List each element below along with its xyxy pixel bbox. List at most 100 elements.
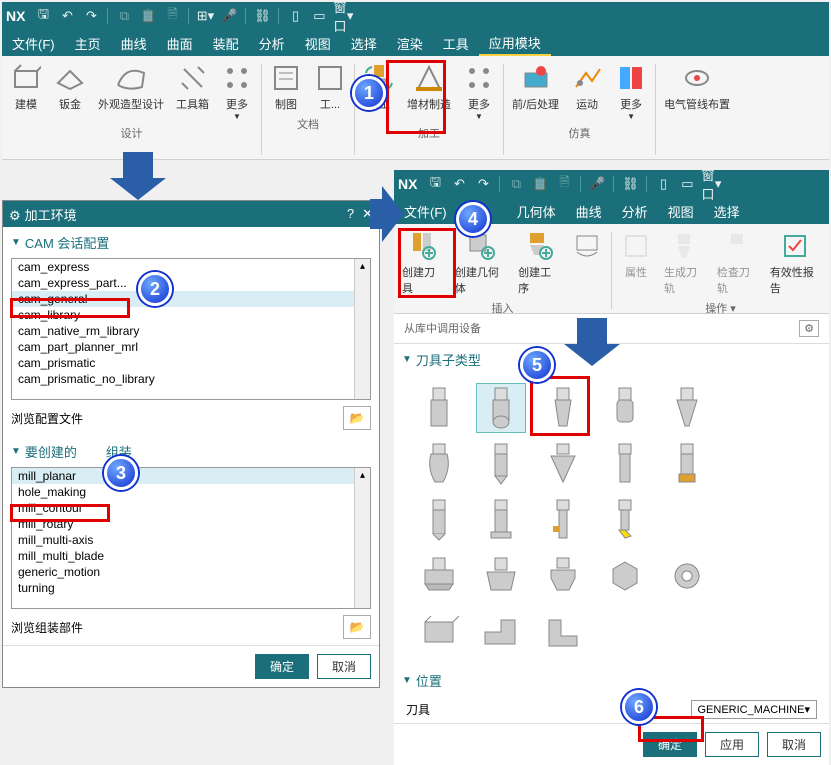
menu-assembly[interactable]: 装配 (203, 30, 249, 56)
list-item[interactable]: cam_part_planner_mrl (12, 339, 370, 355)
list-item[interactable]: cam_native_rm_library (12, 323, 370, 339)
btn-more-design[interactable]: 更多▼ (215, 60, 259, 123)
menu-render[interactable]: 渲染 (387, 30, 433, 56)
panel2-icon[interactable]: ▭ (309, 6, 329, 26)
panel-icon[interactable]: ▯ (285, 6, 305, 26)
help-icon[interactable]: ? (347, 206, 354, 221)
btn-more-sim[interactable]: 更多▼ (609, 60, 653, 123)
tool-barrel[interactable] (414, 439, 464, 489)
menu-analysis[interactable]: 分析 (249, 30, 295, 56)
icon[interactable]: ⧉ (506, 174, 526, 194)
section-cam-config[interactable]: CAM 会话配置 (3, 227, 379, 258)
tool-gear[interactable] (662, 551, 712, 601)
env-cancel-button[interactable]: 取消 (317, 654, 371, 679)
list-item-selected[interactable]: mill_planar (12, 468, 370, 484)
menu-curve[interactable]: 曲线 (566, 198, 612, 224)
btn-electrical[interactable]: 电气管线布置 (658, 60, 736, 114)
setup-list[interactable]: mill_planar hole_making mill_contour mil… (11, 467, 371, 609)
tool-apply-button[interactable]: 应用 (705, 732, 759, 757)
tool-ball-endmill[interactable] (476, 383, 526, 433)
save-icon[interactable]: 🖫 (33, 6, 53, 26)
menu-surface[interactable]: 曲面 (157, 30, 203, 56)
panel-icon[interactable]: ▯ (653, 174, 673, 194)
tool-cancel-button[interactable]: 取消 (767, 732, 821, 757)
list-item[interactable]: mill_rotary (12, 516, 370, 532)
undo-icon[interactable]: ↶ (449, 174, 469, 194)
tool-thread[interactable] (538, 495, 588, 545)
list-item[interactable]: cam_prismatic_no_library (12, 371, 370, 387)
tool-taper[interactable] (662, 383, 712, 433)
list-item[interactable]: mill_contour (12, 500, 370, 516)
section-position[interactable]: 位置 (394, 665, 829, 696)
btn-drafting[interactable]: 制图 (264, 60, 308, 114)
cam-config-list[interactable]: cam_express cam_express_part... cam_gene… (11, 258, 371, 400)
btn-create-geom[interactable]: 创建几何体 (449, 228, 512, 298)
paste-icon[interactable]: 📋 (138, 6, 158, 26)
tool-ok-button[interactable]: 确定 (643, 732, 697, 757)
list-item[interactable]: mill_multi_blade (12, 548, 370, 564)
lib-icon[interactable]: ⚙ (799, 320, 819, 337)
btn-props[interactable]: 属性 (614, 228, 658, 298)
browse-config-button[interactable]: 📂 (343, 406, 371, 430)
tool-flat-endmill[interactable] (414, 383, 464, 433)
tool-turn[interactable] (476, 607, 526, 657)
tool-hex[interactable] (600, 551, 650, 601)
tool-spot[interactable] (662, 439, 712, 489)
menu-tools[interactable]: 工具 (433, 30, 479, 56)
tool-probe[interactable] (600, 495, 650, 545)
menu-view[interactable]: 视图 (658, 198, 704, 224)
window-menu[interactable]: 窗口▾ (333, 6, 353, 26)
mic-icon[interactable]: 🎤 (219, 6, 239, 26)
menu-geom[interactable]: 几何体 (507, 198, 566, 224)
btn-additive[interactable]: 增材制造 (401, 60, 457, 123)
tool-tap[interactable] (414, 495, 464, 545)
tool-angle[interactable] (538, 607, 588, 657)
list-item[interactable]: generic_motion (12, 564, 370, 580)
doc-icon[interactable]: 🗎 (162, 6, 182, 26)
icon[interactable]: 🗎 (554, 174, 574, 194)
list-item-selected[interactable]: cam_general (12, 291, 370, 307)
scrollbar[interactable]: ▴ (354, 259, 370, 399)
btn-modeling[interactable]: 建模 (4, 60, 48, 123)
btn-motion[interactable]: 运动 (565, 60, 609, 123)
section-create-setup[interactable]: 要创建的 组装 (3, 436, 379, 467)
list-item[interactable]: hole_making (12, 484, 370, 500)
panel2-icon[interactable]: ▭ (677, 174, 697, 194)
menu-analysis[interactable]: 分析 (612, 198, 658, 224)
btn-gen-path[interactable]: 生成刀轨 (658, 228, 711, 298)
btn-layout[interactable]: 工... (308, 60, 352, 114)
menu-curve[interactable]: 曲线 (111, 30, 157, 56)
tool-chamfer[interactable] (538, 383, 588, 433)
tool-bore[interactable] (476, 495, 526, 545)
tool-facemill[interactable] (414, 551, 464, 601)
tool-countersink[interactable] (538, 439, 588, 489)
machine-dropdown[interactable]: GENERIC_MACHINE ▾ (691, 700, 818, 719)
btn-create-op[interactable]: 创建工序 (512, 228, 565, 298)
redo-icon[interactable]: ↷ (473, 174, 493, 194)
tool-bullnose[interactable] (600, 383, 650, 433)
btn-validity[interactable]: 有效性报告 (764, 228, 827, 298)
btn-extra[interactable] (565, 228, 609, 298)
env-ok-button[interactable]: 确定 (255, 654, 309, 679)
btn-prepost[interactable]: 前/后处理 (506, 60, 565, 123)
list-item[interactable]: cam_library (12, 307, 370, 323)
menu-app-module[interactable]: 应用模块 (479, 30, 551, 56)
link-icon[interactable]: ⛓ (620, 174, 640, 194)
menu-select[interactable]: 选择 (341, 30, 387, 56)
tool-drill[interactable] (476, 439, 526, 489)
btn-toolbox[interactable]: 工具箱 (170, 60, 215, 123)
save-icon[interactable]: 🖫 (425, 174, 445, 194)
list-item[interactable]: turning (12, 580, 370, 596)
copy-icon[interactable]: ⧉ (114, 6, 134, 26)
btn-sheetmetal[interactable]: 钣金 (48, 60, 92, 123)
btn-more-mach[interactable]: 更多▼ (457, 60, 501, 123)
mic-icon[interactable]: 🎤 (587, 174, 607, 194)
tool-slotmill[interactable] (538, 551, 588, 601)
menu-home[interactable]: 主页 (65, 30, 111, 56)
btn-check-path[interactable]: 检查刀轨 (711, 228, 764, 298)
tool-reamer[interactable] (600, 439, 650, 489)
list-item[interactable]: mill_multi-axis (12, 532, 370, 548)
list-item[interactable]: cam_express (12, 259, 370, 275)
tool-block[interactable] (414, 607, 464, 657)
redo-icon[interactable]: ↷ (81, 6, 101, 26)
